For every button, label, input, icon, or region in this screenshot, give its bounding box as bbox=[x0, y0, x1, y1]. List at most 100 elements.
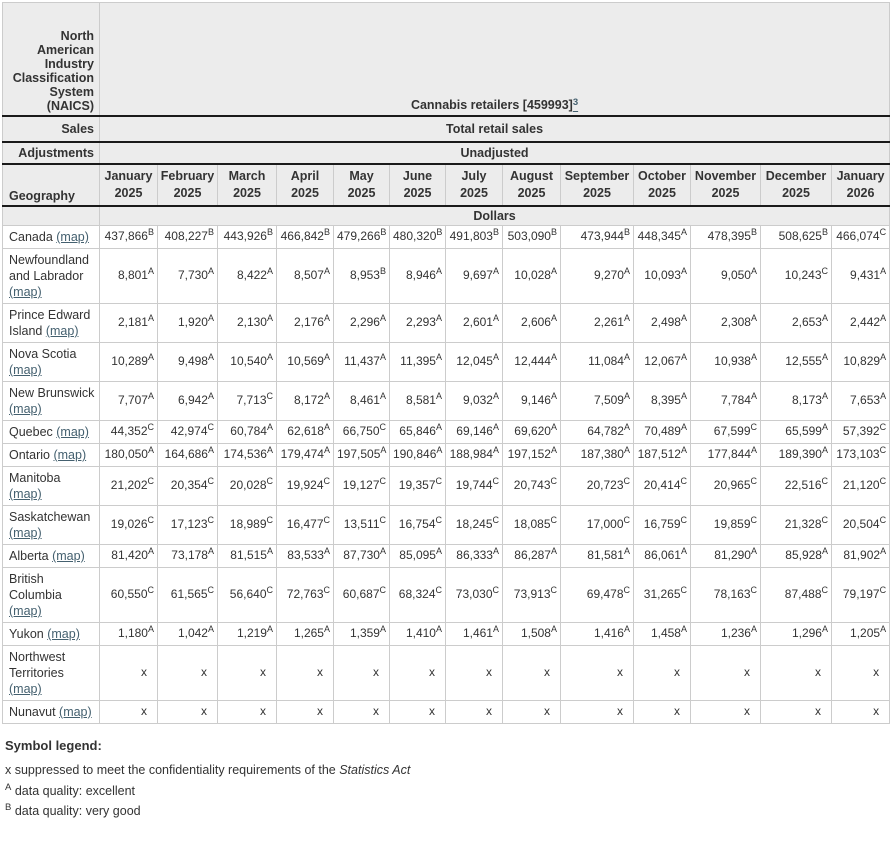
quality-indicator: B bbox=[436, 227, 443, 238]
unit-row-stub bbox=[2, 205, 100, 226]
quality-indicator: C bbox=[623, 515, 631, 526]
quality-indicator: A bbox=[207, 445, 214, 456]
quality-indicator: C bbox=[879, 585, 887, 596]
quality-indicator: A bbox=[750, 546, 757, 557]
map-link[interactable]: (map) bbox=[56, 425, 89, 439]
data-cell: x bbox=[276, 700, 334, 724]
geography-cell: Manitoba (map) bbox=[2, 466, 100, 506]
map-link[interactable]: (map) bbox=[59, 705, 92, 719]
quality-indicator: A bbox=[435, 546, 442, 557]
map-link[interactable]: (map) bbox=[45, 324, 79, 338]
quality-indicator: A bbox=[147, 313, 154, 324]
data-cell: 7,653A bbox=[830, 381, 891, 421]
quality-indicator: A bbox=[323, 313, 330, 324]
quality-indicator: A bbox=[492, 391, 499, 402]
quality-indicator: A bbox=[323, 546, 330, 557]
data-cell: 19,357C bbox=[389, 466, 446, 506]
data-cell: x bbox=[389, 645, 446, 701]
data-cell: 443,926B bbox=[217, 225, 277, 249]
footnote-3[interactable]: 3 bbox=[572, 96, 579, 108]
data-cell: 7,713C bbox=[217, 381, 277, 421]
data-cell: 87,730A bbox=[333, 544, 390, 568]
table-row: Northwest Territories (map) x x x x x x x x x x x x x bbox=[2, 645, 891, 701]
data-cell: x bbox=[157, 700, 218, 724]
data-cell: 10,938A bbox=[690, 342, 761, 382]
quality-indicator: B bbox=[379, 266, 386, 277]
footnote-3-link[interactable]: 3 bbox=[572, 96, 579, 113]
data-cell: 17,000C bbox=[560, 505, 634, 545]
quality-indicator: A bbox=[379, 391, 386, 402]
data-cell: x bbox=[99, 700, 158, 724]
data-cell: 8,507A bbox=[276, 248, 334, 304]
data-cell: 1,205A bbox=[830, 622, 891, 646]
quality-indicator: C bbox=[266, 391, 274, 402]
quality-indicator: A bbox=[147, 445, 154, 456]
map-link[interactable]: (map) bbox=[52, 549, 85, 563]
map-link[interactable]: (map) bbox=[53, 448, 87, 462]
map-link[interactable]: (map) bbox=[9, 402, 42, 416]
data-cell: 79,197C bbox=[830, 567, 891, 623]
data-cell: 10,028A bbox=[502, 248, 561, 304]
table-row: Quebec (map) 44,352C 42,974C 60,784A 62,618A… bbox=[2, 420, 891, 444]
sales-row-label: Sales bbox=[2, 115, 100, 143]
data-cell: 17,123C bbox=[157, 505, 218, 545]
quality-indicator: A bbox=[680, 266, 687, 277]
naics-row-label: North American Industry Classification S… bbox=[2, 2, 100, 117]
data-cell: x bbox=[217, 645, 277, 701]
data-cell: x bbox=[560, 645, 634, 701]
map-link[interactable]: (map) bbox=[9, 363, 42, 377]
quality-indicator: A bbox=[750, 445, 757, 456]
data-cell: 12,067A bbox=[633, 342, 691, 382]
quality-indicator: A bbox=[680, 227, 687, 238]
quality-indicator: A bbox=[750, 313, 757, 324]
map-link[interactable]: (map) bbox=[47, 627, 80, 641]
geography-cell: Newfoundland and Labrador (map) bbox=[2, 248, 100, 304]
quality-indicator: C bbox=[821, 515, 829, 526]
data-cell: 8,581A bbox=[389, 381, 446, 421]
column-header-may-2025: May 2025 bbox=[333, 163, 390, 207]
data-cell: 56,640C bbox=[217, 567, 277, 623]
map-link[interactable]: (map) bbox=[56, 230, 89, 244]
data-cell: 21,328C bbox=[760, 505, 832, 545]
data-cell: 86,287A bbox=[502, 544, 561, 568]
legend-title: Symbol legend: bbox=[5, 738, 102, 753]
data-cell: 19,744C bbox=[445, 466, 503, 506]
quality-indicator: A bbox=[207, 546, 214, 557]
quality-indicator: A bbox=[379, 313, 386, 324]
quality-indicator: A bbox=[821, 546, 828, 557]
statistics-act-italic: Statistics Act bbox=[339, 763, 411, 777]
quality-indicator: C bbox=[879, 227, 887, 238]
map-link[interactable]: (map) bbox=[9, 285, 42, 299]
quality-indicator: A bbox=[550, 624, 557, 635]
data-cell: 9,050A bbox=[690, 248, 761, 304]
data-cell: 187,512A bbox=[633, 443, 691, 467]
data-cell: 10,540A bbox=[217, 342, 277, 382]
naics-header-row: North American Industry Classification S… bbox=[2, 2, 891, 117]
map-link[interactable]: (map) bbox=[9, 604, 42, 618]
data-cell: 60,687C bbox=[333, 567, 390, 623]
quality-indicator: A bbox=[323, 422, 330, 433]
quality-indicator: C bbox=[266, 585, 274, 596]
data-cell: 19,924C bbox=[276, 466, 334, 506]
map-link[interactable]: (map) bbox=[9, 487, 42, 501]
data-cell: 479,266B bbox=[333, 225, 390, 249]
data-cell: 10,243C bbox=[760, 248, 832, 304]
data-cell: x bbox=[633, 700, 691, 724]
data-cell: 81,290A bbox=[690, 544, 761, 568]
data-cell: 16,754C bbox=[389, 505, 446, 545]
quality-indicator: A bbox=[821, 445, 828, 456]
quality-indicator: A bbox=[147, 352, 154, 363]
quality-indicator: C bbox=[750, 585, 758, 596]
map-link[interactable]: (map) bbox=[9, 526, 42, 540]
quality-indicator: C bbox=[550, 515, 558, 526]
map-link[interactable]: (map) bbox=[9, 682, 42, 696]
geography-cell: New Brunswick (map) bbox=[2, 381, 100, 421]
quality-indicator: A bbox=[379, 546, 386, 557]
data-cell: 8,953B bbox=[333, 248, 390, 304]
quality-indicator: A bbox=[435, 352, 442, 363]
quality-indicator: A bbox=[323, 445, 330, 456]
data-cell: x bbox=[389, 700, 446, 724]
quality-indicator: C bbox=[879, 422, 887, 433]
quality-indicator: A bbox=[821, 391, 828, 402]
quality-indicator: A bbox=[147, 391, 154, 402]
